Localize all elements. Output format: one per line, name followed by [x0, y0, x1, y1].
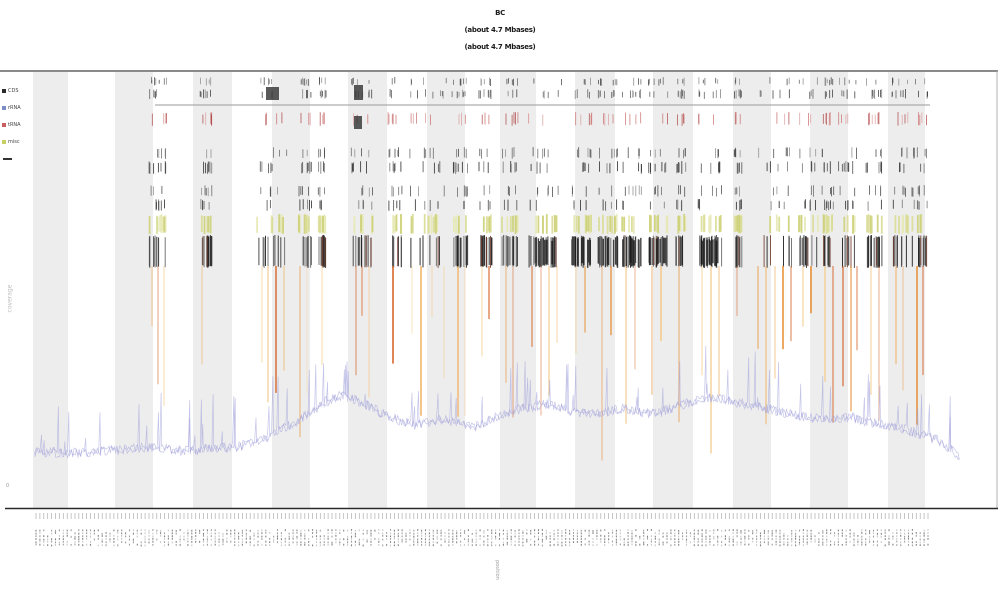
- background-bands: [33, 72, 925, 508]
- legend-label: rRNA: [8, 104, 21, 111]
- mini-labels: [266, 85, 363, 129]
- legend-item: misc: [2, 133, 21, 150]
- legend-label: misc: [8, 138, 20, 145]
- legend: CDS rRNA tRNA misc: [2, 82, 21, 160]
- title-line-3: (about 4.7 Mbases): [464, 43, 536, 51]
- legend-label: tRNA: [8, 121, 21, 128]
- title-line-1: BC: [495, 9, 505, 17]
- coverage-trace: [34, 345, 960, 461]
- legend-swatch-icon: [2, 139, 6, 144]
- legend-line-marker-icon: [3, 158, 12, 160]
- axes-borders: [0, 70, 998, 510]
- y-tick-label: 0: [6, 483, 10, 489]
- legend-swatch-icon: [2, 105, 6, 110]
- legend-item: CDS: [2, 82, 21, 99]
- legend-item: tRNA: [2, 116, 21, 133]
- feature-tracks: [148, 77, 928, 268]
- legend-item: rRNA: [2, 99, 21, 116]
- legend-swatch-icon: [2, 122, 6, 127]
- chart-title: BC (about 4.7 Mbases) (about 4.7 Mbases): [0, 5, 1000, 56]
- x-tick-labels: [35, 513, 929, 547]
- orange-event-lines: [151, 266, 924, 461]
- x-axis-label: position: [494, 560, 500, 580]
- title-line-2: (about 4.7 Mbases): [464, 26, 536, 34]
- legend-label: CDS: [8, 87, 19, 94]
- legend-swatch-icon: [2, 88, 6, 93]
- y-axis-label: coverage: [6, 284, 14, 313]
